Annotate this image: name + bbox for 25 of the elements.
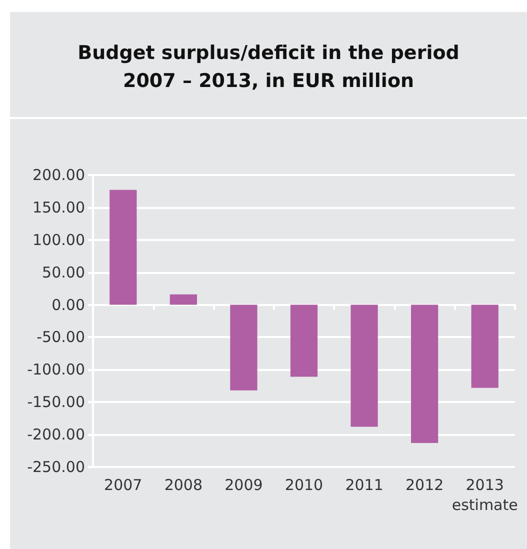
x-tick-label: 2013 estimate [452,476,518,514]
x-tick-label: 2007 [104,476,142,494]
bar [230,304,258,390]
y-tick-label: -150.00 [27,393,85,412]
y-tick-label: 100.00 [32,230,85,249]
bar [290,304,318,377]
y-tick-label: 150.00 [32,198,85,216]
bar [110,190,137,305]
y-tick-label: 200.00 [32,166,85,184]
y-tick-label: -50.00 [36,328,85,346]
bar [350,304,378,427]
x-tick-label: 2008 [164,476,203,494]
x-tick-label: 2011 [345,476,384,494]
y-tick-label: 50.00 [42,263,85,282]
bar [411,304,438,443]
bar [170,294,197,305]
y-tick-label: 0.00 [52,296,85,314]
y-tick-label: -200.00 [27,426,85,444]
y-tick-label: -250.00 [27,458,85,476]
x-tick-label: 2010 [284,476,324,494]
chart-title: Budget surplus/deficit in the period 2007 – 2013, in EUR million [78,42,460,92]
x-tick-label: 2009 [224,476,263,494]
bar [471,304,498,388]
x-tick-label: 2012 [405,476,444,494]
y-tick-label: -100.00 [27,360,85,379]
